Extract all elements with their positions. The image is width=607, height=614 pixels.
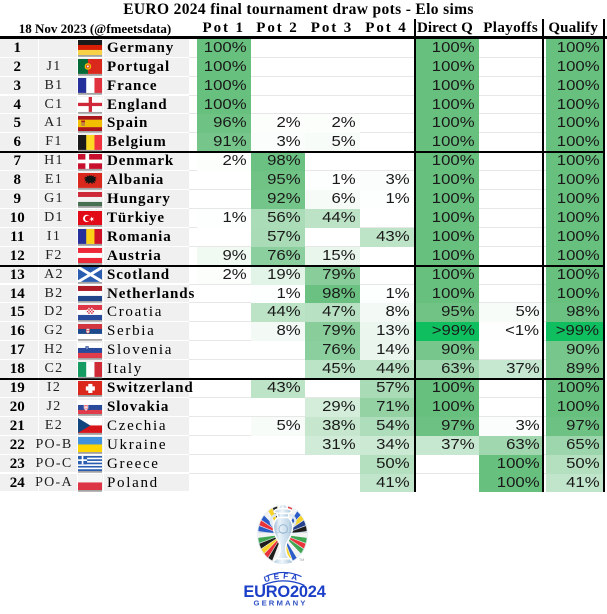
svg-text:TM: TM	[299, 558, 304, 562]
svg-text:EURO2024: EURO2024	[243, 583, 326, 601]
svg-text:GERMANY: GERMANY	[254, 598, 308, 607]
